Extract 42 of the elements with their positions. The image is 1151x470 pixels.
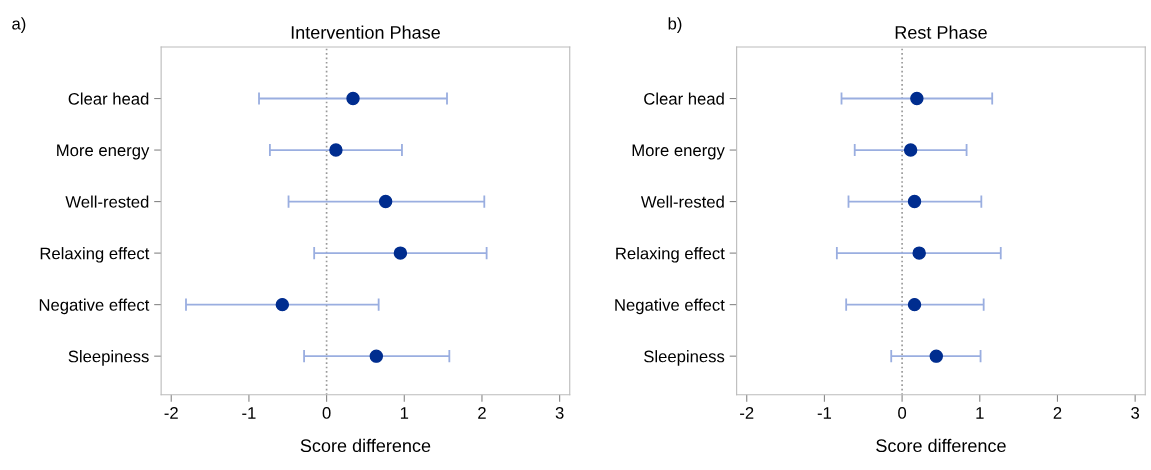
point: [912, 246, 926, 260]
y-tick-label: Clear head: [68, 92, 149, 105]
x-axis-title: Score difference: [300, 438, 431, 453]
point: [907, 194, 922, 209]
x-tick-label: 1: [400, 407, 409, 419]
x-tick-label: 2: [478, 407, 486, 419]
point: [378, 194, 393, 209]
x-tick-label: 2: [1053, 407, 1062, 419]
point: [907, 297, 922, 312]
y-tick-label: Negative effect: [615, 298, 725, 315]
text: a): [12, 17, 26, 33]
point: [910, 91, 924, 106]
chart-title: Intervention Phase: [291, 25, 440, 39]
y-tick-label: Sleepiness: [644, 350, 725, 366]
y-tick-label: More energy: [57, 144, 150, 160]
chart-title: Rest Phase: [895, 25, 987, 39]
x-tick-label: 0: [898, 407, 907, 419]
y-tick-label: Well-rested: [65, 195, 149, 208]
y-tick-label: Clear head: [644, 92, 724, 105]
point: [393, 246, 408, 260]
x-tick-label: 3: [1131, 407, 1140, 419]
x-tick-label: 3: [555, 407, 564, 419]
x-tick-label: -1: [817, 407, 832, 419]
text: b): [668, 17, 682, 33]
x-tick-label: -2: [164, 407, 178, 419]
x-tick-label: 0: [322, 407, 331, 419]
y-tick-label: Relaxing effect: [40, 247, 150, 263]
y-tick-label: Relaxing effect: [616, 247, 725, 263]
point: [929, 349, 943, 363]
x-axis-title: Score difference: [876, 438, 1006, 453]
point: [275, 297, 290, 312]
x-tick-label: 1: [976, 407, 984, 419]
point: [369, 349, 384, 363]
x-tick-label: -1: [242, 407, 256, 419]
y-tick-label: More energy: [632, 144, 725, 160]
y-tick-label: Negative effect: [39, 298, 150, 315]
point: [346, 91, 360, 106]
y-tick-label: Sleepiness: [68, 350, 149, 366]
x-tick-label: -2: [740, 407, 754, 419]
y-tick-label: Well-rested: [640, 195, 724, 208]
point: [329, 143, 343, 157]
point: [903, 143, 918, 157]
